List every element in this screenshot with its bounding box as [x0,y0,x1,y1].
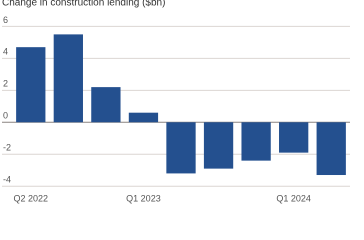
y-tick-label: 0 [3,111,8,121]
y-tick-label: 4 [3,47,8,57]
bar [316,122,346,176]
bar [91,87,121,123]
bar [241,122,271,161]
bar [279,122,309,153]
x-tick-label: Q2 2022 [14,193,49,203]
y-tick-label: 6 [3,15,8,25]
y-tick-label: 2 [3,79,8,89]
bar [53,34,83,123]
bar [203,122,234,169]
bar [166,122,196,174]
x-tick-label: Q1 2023 [126,193,161,203]
chart-title: Change in construction lending ($bn) [2,0,165,9]
y-tick-label: -2 [3,143,11,153]
y-tick-label: -4 [3,175,11,185]
bar [128,112,159,123]
bar [16,47,46,123]
chart: Change in construction lending ($bn) -4 -… [2,0,350,203]
x-tick-label: Q1 2024 [276,193,311,203]
